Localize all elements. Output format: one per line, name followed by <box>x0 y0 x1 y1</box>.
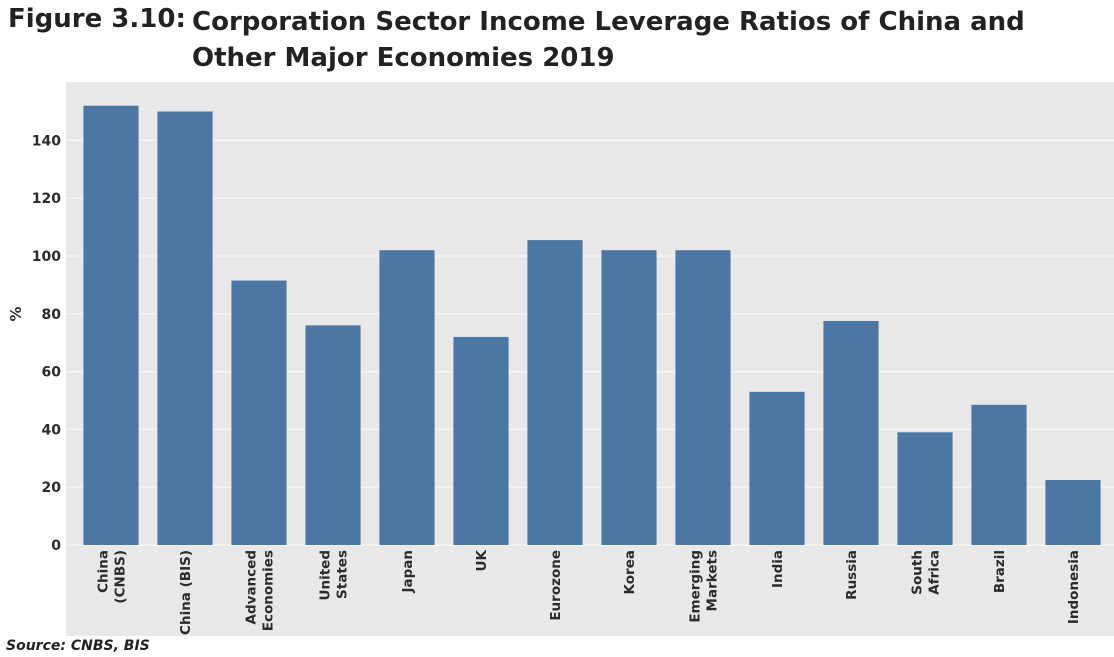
bar <box>897 432 953 545</box>
bar-chart: 0 20 40 60 80 100 120 140 China(CNBS) China (BIS… <box>7 82 1114 636</box>
x-tick-label: Japan <box>400 550 416 594</box>
bars <box>83 105 1101 546</box>
x-tick-label: India <box>770 550 786 588</box>
figure-label: Figure 3.10: <box>8 4 186 34</box>
x-tick-label: Eurozone <box>548 550 564 621</box>
bar <box>749 391 805 545</box>
x-tick-label: Indonesia <box>1066 550 1082 624</box>
bar <box>305 325 361 545</box>
bar <box>83 105 139 545</box>
bar <box>231 280 287 545</box>
x-axis-ticks: China(CNBS) China (BIS) AdvancedEconomies U… <box>96 549 1083 634</box>
y-tick-label: 120 <box>32 191 61 207</box>
x-tick-label: Brazil <box>992 550 1008 593</box>
x-tick-label: UK <box>474 549 490 571</box>
y-tick-label: 0 <box>51 538 61 554</box>
x-tick-label: Korea <box>622 550 638 594</box>
bar <box>601 250 657 545</box>
bar <box>675 250 731 545</box>
x-tick-label: AdvancedEconomies <box>244 550 277 631</box>
source-note: Source: CNBS, BIS <box>6 638 150 654</box>
y-tick-label: 100 <box>32 249 61 265</box>
y-tick-label: 20 <box>42 480 62 496</box>
y-tick-label: 80 <box>42 307 62 323</box>
x-tick-label: EmergingMarkets <box>688 550 721 623</box>
x-tick-label: Russia <box>844 550 860 600</box>
chart-title: Corporation Sector Income Leverage Ratio… <box>192 7 1025 73</box>
y-tick-label: 140 <box>32 133 61 149</box>
bar <box>379 250 435 545</box>
bar <box>823 321 879 545</box>
bar <box>1045 479 1101 545</box>
x-tick-label: SouthAfrica <box>910 550 943 595</box>
x-tick-label: UnitedStates <box>318 550 351 600</box>
bar <box>157 111 213 545</box>
y-axis-label: % <box>7 306 25 321</box>
bar <box>971 404 1027 545</box>
x-tick-label: China(CNBS) <box>96 550 129 604</box>
plot-background <box>66 82 1114 636</box>
bar <box>453 336 509 545</box>
y-tick-label: 60 <box>42 365 62 381</box>
x-tick-label: China (BIS) <box>178 550 194 635</box>
y-axis-ticks: 0 20 40 60 80 100 120 140 <box>32 133 61 554</box>
bar <box>527 240 583 546</box>
y-tick-label: 40 <box>42 422 62 438</box>
